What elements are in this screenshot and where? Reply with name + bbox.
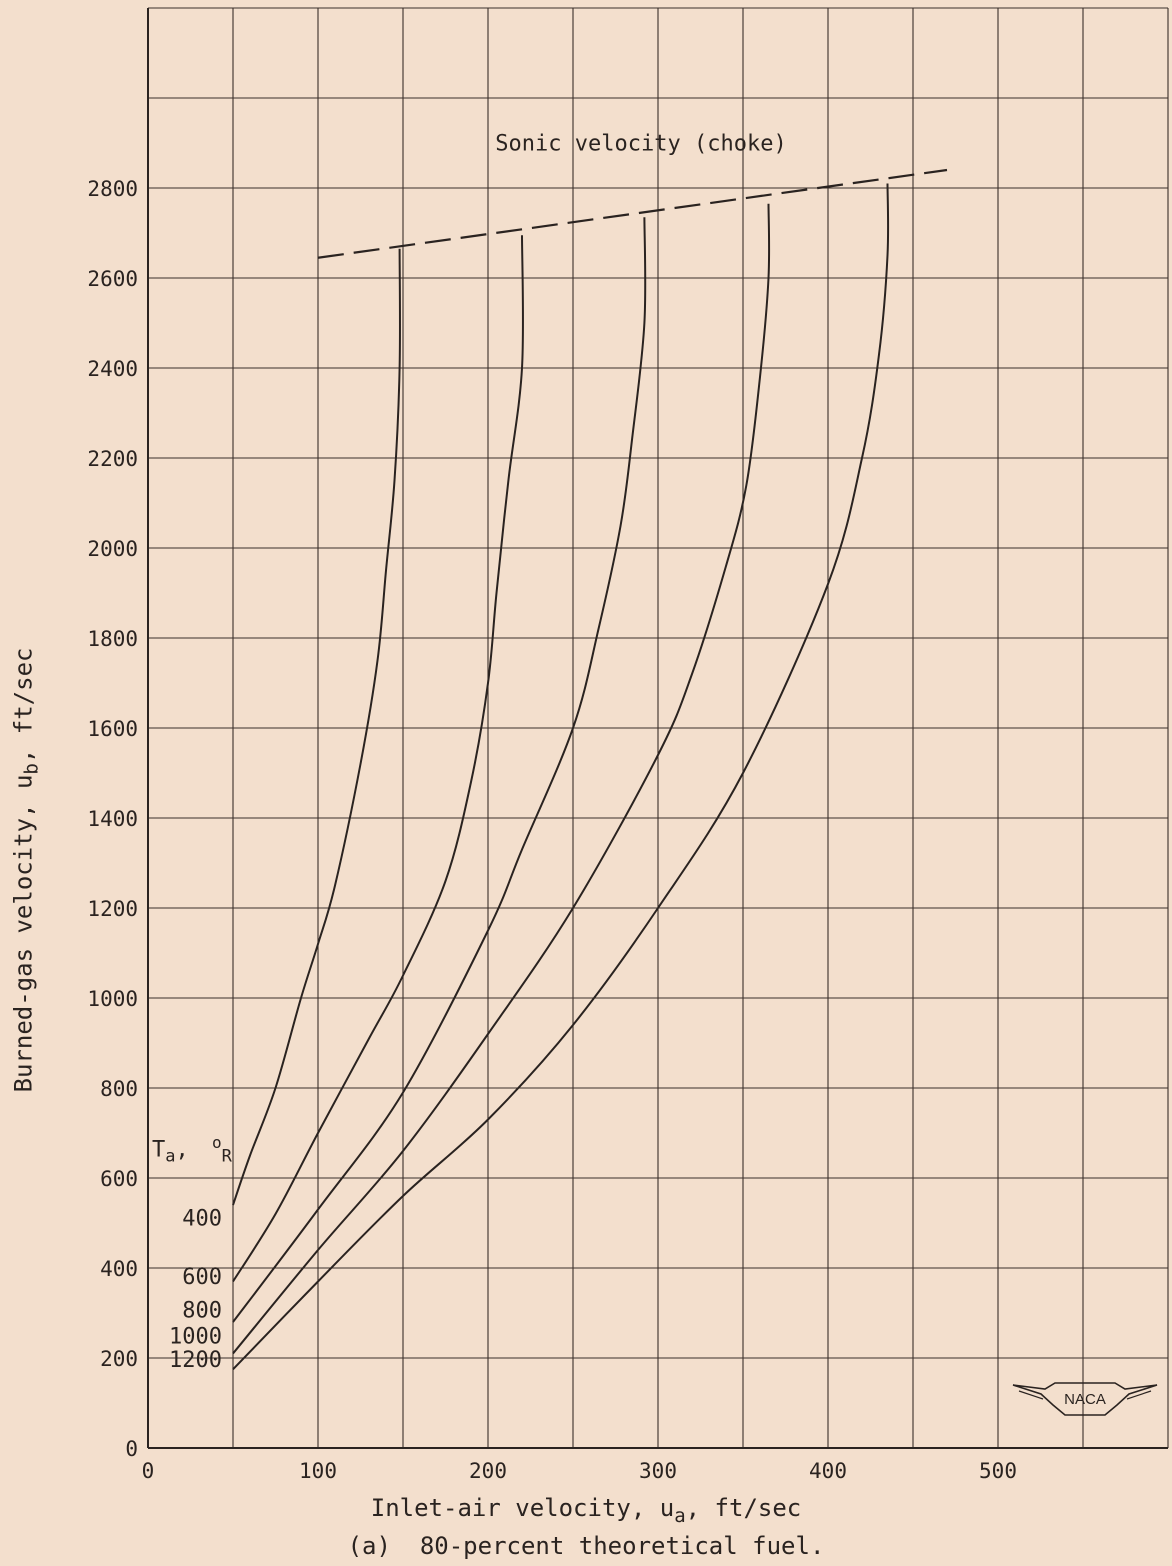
curve-label-800: 800: [182, 1299, 222, 1324]
legend-title-sub: a: [165, 1146, 176, 1167]
y-tick-label: 1400: [87, 807, 138, 831]
naca-logo-icon: NACA: [1012, 1382, 1158, 1416]
y-tick-label: 400: [100, 1257, 138, 1281]
legend-title-t: T: [152, 1137, 166, 1163]
labels: 0 100 200 300 400 500020040060080010001200140…: [87, 132, 1017, 1483]
y-axis-label-pre: Burned-gas velocity, u: [9, 774, 38, 1093]
figure-caption: (a) 80-percent theoretical fuel.: [347, 1532, 825, 1560]
x-axis-label-pre: Inlet-air velocity, u: [370, 1494, 675, 1522]
legend-title: Ta, oR: [152, 1133, 232, 1167]
curve-label-1000: 1000: [169, 1325, 222, 1350]
y-tick-label: 0: [125, 1437, 138, 1461]
legend-title-unit: R: [221, 1146, 232, 1167]
series-line-800: [232, 217, 647, 1323]
y-tick-label: 1800: [87, 627, 138, 651]
y-tick-label: 200: [100, 1347, 138, 1371]
sonic-velocity-line: [317, 168, 948, 259]
y-tick-label: 1200: [87, 897, 138, 921]
y-tick-label: 2600: [87, 267, 138, 291]
y-axis-label-sub: b: [20, 763, 43, 775]
x-axis-label-post: , ft/sec: [685, 1494, 802, 1522]
x-tick-label: 400: [809, 1459, 847, 1483]
y-axis-label: Burned-gas velocity, ub, ft/sec: [10, 648, 43, 1093]
y-tick-label: 1000: [87, 987, 138, 1011]
curves: [232, 168, 948, 1370]
y-tick-label: 2800: [87, 177, 138, 201]
series-line-400: [232, 248, 401, 1206]
x-tick-label: 100: [299, 1459, 337, 1483]
x-tick-label: 0: [142, 1459, 155, 1483]
y-tick-label: 2000: [87, 537, 138, 561]
legend-title-sep: ,: [175, 1137, 189, 1163]
series-line-1000: [232, 203, 771, 1355]
axes: [147, 8, 1168, 1449]
naca-logo-text: NACA: [1064, 1391, 1106, 1408]
x-tick-label: 500: [979, 1459, 1017, 1483]
legend-title-deg: o: [212, 1133, 222, 1152]
y-tick-label: 2400: [87, 357, 138, 381]
curve-label-1200: 1200: [169, 1348, 222, 1373]
x-axis-label: Inlet-air velocity, ua, ft/sec: [0, 1494, 1172, 1527]
series-line-600: [232, 235, 525, 1283]
curve-label-400: 400: [182, 1207, 222, 1232]
x-tick-label: 200: [469, 1459, 507, 1483]
y-tick-label: 1600: [87, 717, 138, 741]
y-tick-label: 2200: [87, 447, 138, 471]
series-line-1200: [232, 183, 890, 1370]
y-tick-label: 800: [100, 1077, 138, 1101]
y-tick-label: 600: [100, 1167, 138, 1191]
sonic-velocity-label: Sonic velocity (choke): [495, 132, 786, 157]
curve-label-600: 600: [182, 1265, 222, 1290]
x-tick-label: 300: [639, 1459, 677, 1483]
x-axis-label-sub: a: [674, 1504, 686, 1527]
y-axis-label-post: , ft/sec: [9, 647, 38, 764]
